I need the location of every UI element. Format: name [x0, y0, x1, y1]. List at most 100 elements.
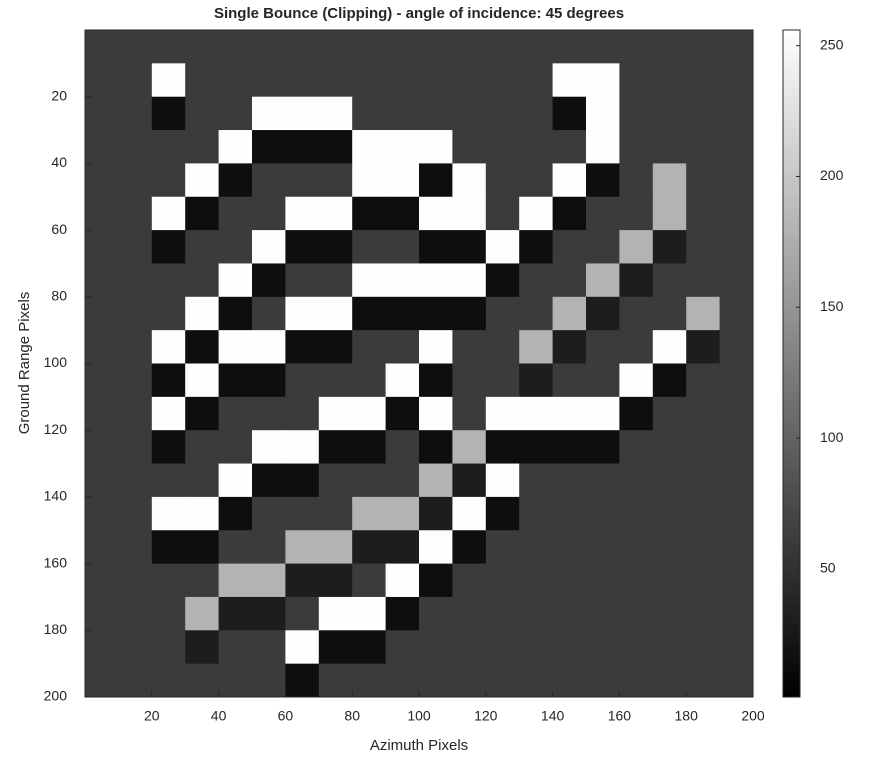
heatmap-cell	[252, 630, 286, 665]
heatmap-cell	[285, 363, 320, 398]
heatmap-cell	[686, 330, 721, 364]
heatmap-cell	[285, 63, 320, 98]
heatmap-cell	[619, 563, 654, 598]
heatmap-cell	[686, 130, 721, 164]
heatmap-cell	[686, 663, 721, 698]
heatmap-cell	[719, 96, 754, 131]
heatmap-cell	[85, 663, 119, 698]
heatmap-cell	[151, 496, 186, 531]
heatmap-cell	[619, 430, 654, 465]
heatmap-cell	[285, 130, 320, 164]
heatmap-cell	[485, 463, 520, 498]
heatmap-cell	[285, 463, 320, 498]
heatmap-cell	[118, 263, 153, 298]
heatmap-cell	[652, 563, 687, 598]
x-tick-label: 40	[211, 708, 227, 724]
heatmap-cell	[185, 330, 220, 364]
heatmap-cell	[185, 363, 220, 398]
heatmap-cell	[352, 363, 387, 398]
heatmap-cell	[118, 163, 153, 198]
heatmap-cell	[318, 196, 353, 231]
heatmap-cell	[652, 130, 687, 164]
heatmap-cell	[519, 30, 554, 64]
heatmap-cell	[586, 96, 620, 131]
heatmap-cell	[352, 396, 387, 431]
heatmap-cell	[519, 530, 554, 565]
heatmap-cell	[185, 130, 220, 164]
heatmap-cell	[452, 663, 487, 698]
heatmap-cell	[419, 96, 453, 131]
heatmap-cell	[85, 530, 119, 565]
heatmap-cell	[652, 30, 687, 64]
y-tick-label: 120	[44, 421, 68, 437]
heatmap-cell	[652, 330, 687, 364]
heatmap-cell	[519, 663, 554, 698]
heatmap-cell	[285, 96, 320, 131]
heatmap-cell	[586, 263, 620, 298]
heatmap-cell	[318, 63, 353, 98]
heatmap-cell	[586, 463, 620, 498]
heatmap-cell	[686, 396, 721, 431]
heatmap-cell	[485, 30, 520, 64]
heatmap-cell	[452, 63, 487, 98]
heatmap-cell	[218, 263, 253, 298]
heatmap-cell	[218, 396, 253, 431]
heatmap-cell	[485, 430, 520, 465]
heatmap-cell	[519, 63, 554, 98]
heatmap-cell	[352, 163, 387, 198]
heatmap-cell	[385, 463, 420, 498]
heatmap-cell	[652, 496, 687, 531]
heatmap-cell	[419, 396, 453, 431]
heatmap-cell	[85, 496, 119, 531]
heatmap-cell	[252, 596, 286, 631]
heatmap-cell	[619, 530, 654, 565]
heatmap-cell	[452, 496, 487, 531]
heatmap-cell	[252, 663, 286, 698]
heatmap-cell	[151, 130, 186, 164]
heatmap-cell	[519, 130, 554, 164]
heatmap-cell	[652, 63, 687, 98]
heatmap-cell	[452, 263, 487, 298]
heatmap-cell	[252, 163, 286, 198]
heatmap-cell	[552, 30, 587, 64]
heatmap-cell	[485, 330, 520, 364]
heatmap-cell	[686, 296, 721, 331]
heatmap-cell	[686, 430, 721, 465]
heatmap-cell	[552, 163, 587, 198]
heatmap-cell	[385, 30, 420, 64]
heatmap-cell	[151, 596, 186, 631]
y-tick-label: 180	[44, 621, 68, 637]
x-tick-label: 140	[541, 708, 565, 724]
heatmap-cell	[519, 430, 554, 465]
heatmap-cell	[419, 63, 453, 98]
y-tick-label: 60	[51, 221, 67, 237]
heatmap-cell	[118, 430, 153, 465]
heatmap-cell	[552, 296, 587, 331]
heatmap-cell	[385, 263, 420, 298]
heatmap-cell	[719, 30, 754, 64]
heatmap-cell	[252, 263, 286, 298]
heatmap-cell	[118, 296, 153, 331]
heatmap-cell	[252, 396, 286, 431]
heatmap-cell	[552, 230, 587, 264]
heatmap-cell	[519, 263, 554, 298]
heatmap-cell	[151, 530, 186, 565]
x-tick-label: 180	[675, 708, 699, 724]
y-tick-label: 100	[44, 354, 68, 370]
heatmap-cell	[151, 363, 186, 398]
heatmap-cell	[318, 663, 353, 698]
heatmap-cell	[619, 196, 654, 231]
heatmap-cell	[586, 230, 620, 264]
heatmap-cell	[285, 530, 320, 565]
heatmap-cell	[218, 63, 253, 98]
heatmap-cell	[185, 396, 220, 431]
heatmap-cell	[218, 163, 253, 198]
heatmap-cell	[686, 63, 721, 98]
heatmap-cell	[85, 63, 119, 98]
heatmap-cell	[285, 296, 320, 331]
heatmap-cell	[85, 330, 119, 364]
heatmap-cell	[85, 130, 119, 164]
heatmap	[85, 30, 754, 698]
heatmap-cell	[485, 163, 520, 198]
y-tick-label: 140	[44, 488, 68, 504]
